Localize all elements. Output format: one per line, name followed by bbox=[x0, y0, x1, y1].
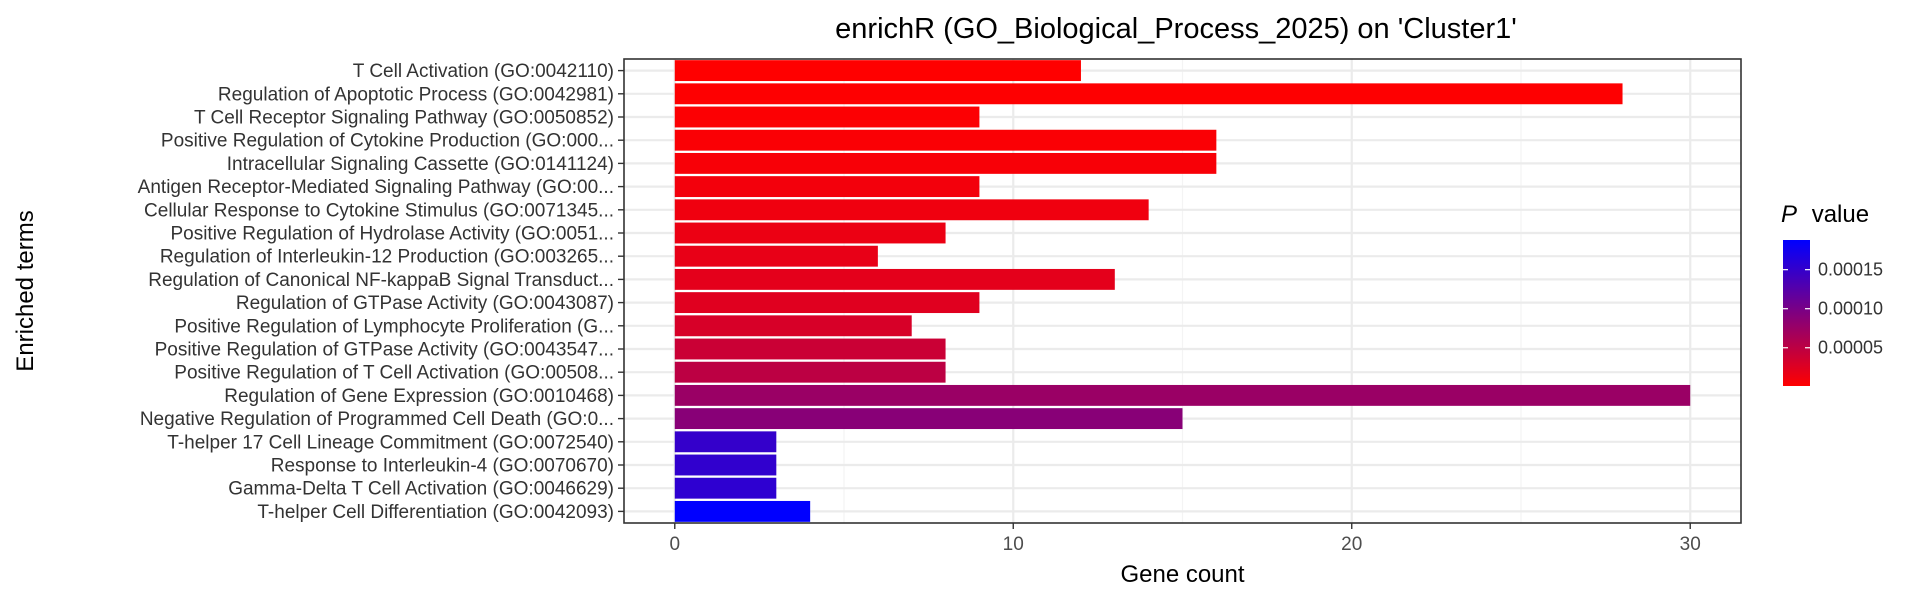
category-label: Regulation of Interleukin-12 Production … bbox=[160, 247, 614, 268]
bar bbox=[674, 454, 777, 476]
bar bbox=[674, 268, 1115, 290]
bars bbox=[674, 60, 1691, 522]
bar bbox=[674, 60, 1081, 82]
category-label: Intracellular Signaling Cassette (GO:014… bbox=[227, 154, 614, 175]
x-tick-label: 10 bbox=[1003, 534, 1024, 555]
category-label: Cellular Response to Cytokine Stimulus (… bbox=[144, 200, 614, 221]
bar bbox=[674, 361, 946, 383]
category-label: Regulation of GTPase Activity (GO:004308… bbox=[236, 293, 614, 314]
category-label: Antigen Receptor-Mediated Signaling Path… bbox=[138, 177, 614, 198]
panel-border bbox=[623, 58, 1742, 524]
x-axis-ticks: 0 10 20 30 bbox=[669, 523, 1701, 555]
x-tick-label: 0 bbox=[669, 534, 680, 555]
p-value-legend: P value 0.00005 0.00010 0.00015 bbox=[1781, 201, 1883, 386]
category-labels: T Cell Activation (GO:0042110)Regulation… bbox=[138, 61, 624, 523]
legend-tick-label: 0.00005 bbox=[1818, 338, 1883, 358]
category-label: T-helper Cell Differentiation (GO:004209… bbox=[257, 502, 614, 523]
bar bbox=[674, 222, 946, 244]
bar bbox=[674, 129, 1217, 151]
bar bbox=[674, 408, 1183, 430]
y-axis-title: Enriched terms bbox=[12, 210, 39, 371]
category-label: Positive Regulation of GTPase Activity (… bbox=[155, 340, 614, 361]
category-label: Positive Regulation of Cytokine Producti… bbox=[161, 131, 614, 152]
chart-title: enrichR (GO_Biological_Process_2025) on … bbox=[835, 13, 1517, 45]
legend-title-italic: P bbox=[1781, 201, 1797, 228]
bar bbox=[674, 176, 980, 198]
bar bbox=[674, 500, 811, 522]
bar bbox=[674, 152, 1217, 174]
legend-title-rest: value bbox=[1812, 201, 1869, 228]
category-label: Regulation of Apoptotic Process (GO:0042… bbox=[218, 84, 614, 105]
category-label: Positive Regulation of Hydrolase Activit… bbox=[170, 224, 614, 245]
legend-title: P value bbox=[1781, 201, 1869, 228]
grid-lines bbox=[624, 59, 1741, 523]
bar bbox=[674, 338, 946, 360]
category-label: T Cell Receptor Signaling Pathway (GO:00… bbox=[194, 108, 614, 129]
bar bbox=[674, 199, 1149, 221]
legend-colorbar bbox=[1783, 240, 1810, 386]
bar bbox=[674, 431, 777, 453]
category-label: Positive Regulation of Lymphocyte Prolif… bbox=[174, 316, 614, 337]
bar bbox=[674, 245, 878, 267]
x-tick-label: 20 bbox=[1341, 534, 1362, 555]
x-axis-title: Gene count bbox=[1120, 561, 1244, 588]
bar bbox=[674, 477, 777, 499]
category-label: Positive Regulation of T Cell Activation… bbox=[174, 363, 614, 384]
category-label: Negative Regulation of Programmed Cell D… bbox=[140, 409, 614, 430]
bar bbox=[674, 315, 912, 337]
bar bbox=[674, 83, 1623, 105]
category-label: T Cell Activation (GO:0042110) bbox=[353, 61, 614, 82]
legend-tick-label: 0.00015 bbox=[1818, 260, 1883, 280]
category-label: Regulation of Canonical NF-kappaB Signal… bbox=[148, 270, 614, 291]
bar bbox=[674, 106, 980, 128]
bar bbox=[674, 384, 1691, 406]
bar bbox=[674, 292, 980, 314]
category-label: Gamma-Delta T Cell Activation (GO:004662… bbox=[228, 479, 614, 500]
category-label: T-helper 17 Cell Lineage Commitment (GO:… bbox=[167, 432, 614, 453]
x-tick-label: 30 bbox=[1680, 534, 1701, 555]
category-label: Regulation of Gene Expression (GO:001046… bbox=[224, 386, 614, 407]
category-label: Response to Interleukin-4 (GO:0070670) bbox=[271, 456, 614, 477]
legend-tick-label: 0.00010 bbox=[1818, 299, 1883, 319]
